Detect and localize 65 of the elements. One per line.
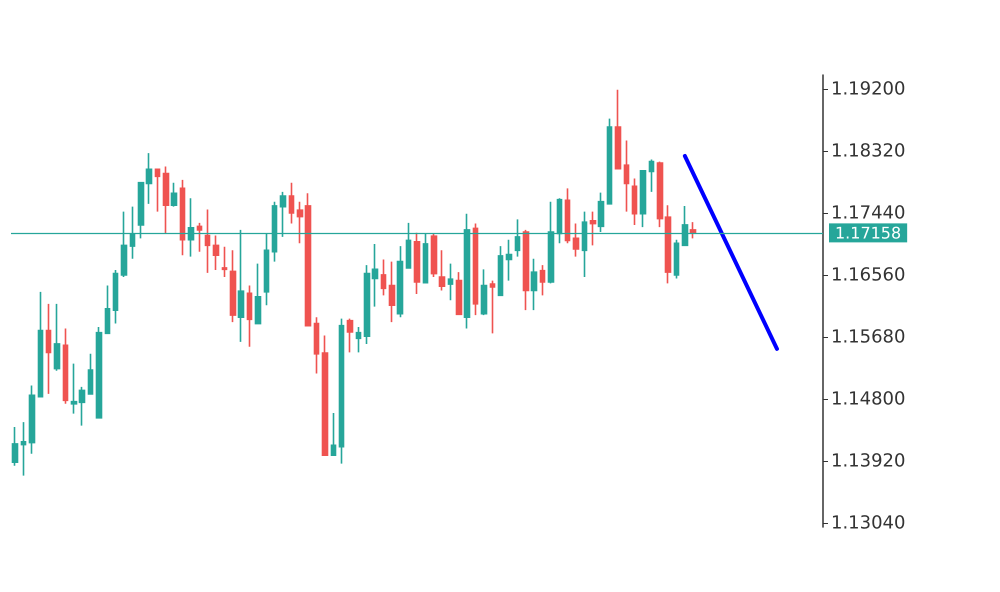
candlestick: [456, 271, 462, 316]
candlestick: [632, 178, 638, 226]
candlestick: [314, 316, 320, 374]
candlestick: [204, 208, 210, 274]
candlestick: [222, 246, 228, 278]
candlestick: [288, 182, 294, 224]
y-tick-label: 1.14800: [831, 388, 906, 410]
y-tick-label: 1.16560: [831, 264, 906, 286]
candlestick: [230, 250, 236, 323]
candlestick: [20, 421, 26, 476]
candlestick: [356, 326, 362, 354]
y-tick-label: 1.18320: [831, 140, 906, 162]
candlestick: [170, 182, 178, 208]
candlestick: [498, 245, 504, 296]
candlestick: [62, 328, 68, 405]
candlestick: [96, 326, 102, 420]
candlestick: [480, 268, 488, 316]
candlestick: [530, 258, 538, 311]
candlestick: [690, 221, 696, 240]
candlestick: [540, 264, 546, 296]
candlestick: [414, 232, 420, 295]
candlestick: [380, 258, 386, 296]
candlestick: [46, 303, 52, 395]
y-tick-label: 1.15680: [831, 326, 906, 348]
candlestick: [388, 260, 396, 323]
candlestick: [12, 426, 18, 467]
candlestick: [330, 412, 336, 456]
candlestick: [572, 222, 580, 258]
candlestick: [648, 158, 654, 193]
candlestick: [564, 188, 570, 244]
candlestick: [322, 334, 328, 456]
y-tick-label: 1.17440: [831, 202, 906, 224]
y-tick-label: 1.13920: [831, 450, 906, 472]
candlestick: [614, 88, 622, 170]
candlestick: [162, 166, 170, 234]
candlestick: [196, 222, 202, 253]
candlestick: [472, 222, 478, 316]
candlestick: [38, 291, 44, 398]
candlestick: [624, 140, 630, 212]
ref-line-label: 1.17158: [835, 223, 902, 242]
candlestick: [104, 284, 110, 334]
candlestick: [28, 384, 36, 455]
y-tick-label: 1.13040: [831, 512, 906, 534]
candlestick: [506, 238, 512, 282]
candlestick: [338, 318, 344, 464]
candlestick: [112, 269, 118, 324]
candlestick: [254, 262, 262, 324]
candlestick: [212, 234, 220, 271]
candlestick: [640, 169, 646, 228]
candlestick: [438, 250, 446, 292]
candlestick: [448, 262, 454, 302]
candlestick: [180, 179, 186, 256]
candlestick: [674, 238, 680, 280]
candlestick: [246, 284, 252, 348]
candlestick: [346, 318, 354, 354]
candlestick: [430, 232, 438, 278]
candlestick: [54, 303, 60, 372]
candlestick: [154, 168, 160, 212]
candlestick: [88, 353, 94, 395]
candlestick: [396, 245, 404, 318]
y-tick-label: 1.19200: [831, 78, 906, 100]
candlestick: [522, 229, 530, 311]
candlestick: [606, 118, 612, 205]
candlestick: [490, 280, 496, 334]
candlestick: [590, 210, 596, 246]
